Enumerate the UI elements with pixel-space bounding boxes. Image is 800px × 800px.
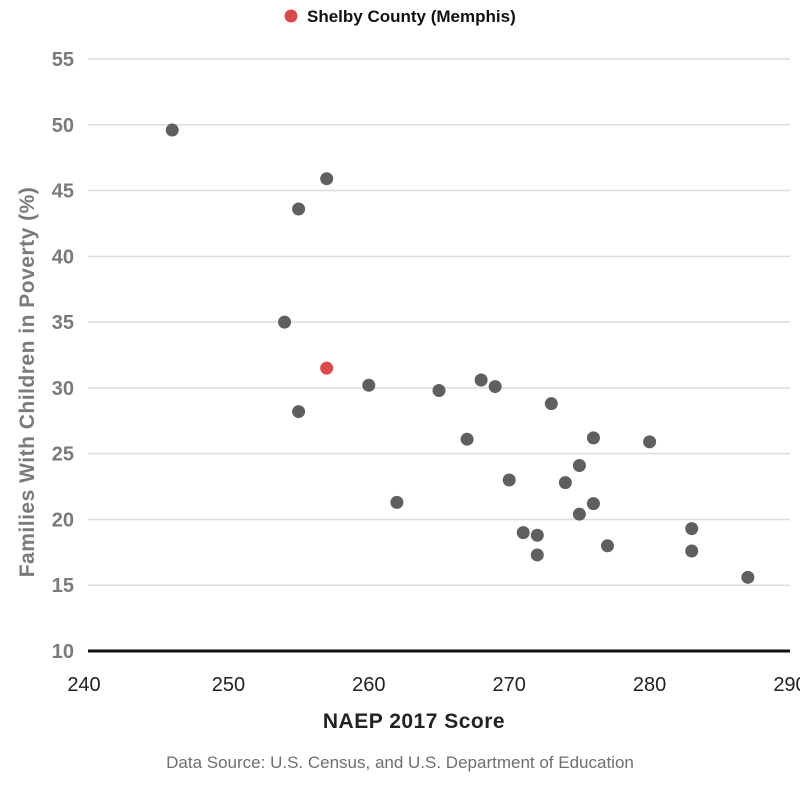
data-point: [320, 172, 334, 186]
x-tick-label: 290: [773, 674, 800, 696]
y-tick-label: 40: [52, 246, 74, 268]
x-tick-label: 250: [212, 674, 245, 696]
data-point: [432, 384, 446, 398]
data-point-shelby-county: [320, 361, 334, 375]
data-source-note: Data Source: U.S. Census, and U.S. Depar…: [166, 753, 634, 772]
data-point: [643, 435, 657, 449]
data-point: [586, 497, 600, 511]
y-tick-label: 50: [52, 115, 74, 137]
legend: Shelby County (Memphis): [284, 7, 516, 26]
data-point: [544, 397, 558, 411]
data-point: [586, 431, 600, 445]
y-axis-ticks: 10 15 20 25 30 35 40 45 50 55: [52, 49, 74, 663]
x-axis-ticks: 240 250 260 270 280 290: [67, 674, 800, 696]
data-point: [460, 432, 474, 446]
x-tick-label: 270: [493, 674, 526, 696]
x-axis-title: NAEP 2017 Score: [323, 710, 505, 733]
y-tick-label: 10: [52, 641, 74, 663]
data-points: [165, 123, 755, 584]
data-point: [558, 476, 572, 490]
y-axis-title: Families With Children in Poverty (%): [16, 187, 39, 578]
data-point: [165, 123, 179, 137]
data-point: [530, 548, 544, 562]
gridlines: [88, 58, 790, 586]
data-point: [530, 528, 544, 542]
y-tick-label: 45: [52, 181, 74, 203]
y-tick-label: 55: [52, 49, 74, 71]
legend-swatch-shelby-county: [284, 9, 298, 23]
data-point: [292, 202, 306, 216]
y-tick-label: 25: [52, 444, 74, 466]
y-tick-label: 15: [52, 575, 74, 597]
data-point: [741, 570, 755, 584]
x-tick-label: 260: [352, 674, 385, 696]
data-point: [488, 380, 502, 394]
data-point: [685, 522, 699, 536]
data-point: [278, 315, 292, 329]
x-tick-label: 280: [633, 674, 666, 696]
y-tick-label: 35: [52, 312, 74, 334]
y-tick-label: 20: [52, 509, 74, 531]
data-point: [600, 539, 614, 553]
data-point: [572, 459, 586, 473]
x-tick-label: 240: [67, 674, 100, 696]
data-point: [292, 405, 306, 419]
data-point: [685, 544, 699, 558]
legend-label-shelby-county: Shelby County (Memphis): [307, 7, 516, 26]
data-point: [516, 526, 530, 540]
data-point: [474, 373, 488, 387]
data-point: [502, 473, 516, 487]
data-point: [390, 495, 404, 509]
data-point: [362, 378, 376, 392]
data-point: [572, 507, 586, 521]
y-tick-label: 30: [52, 378, 74, 400]
